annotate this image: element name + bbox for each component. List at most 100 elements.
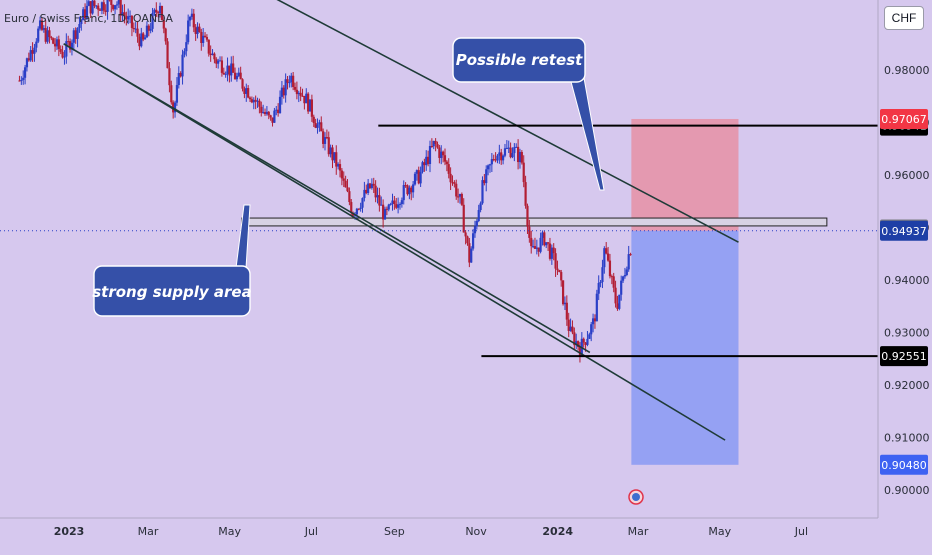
candle-body: [616, 303, 618, 308]
candle-body: [410, 188, 412, 193]
time-tick-label: Mar: [628, 525, 649, 538]
candle-body: [273, 111, 275, 123]
candle-body: [223, 73, 225, 74]
candle-body: [626, 269, 628, 275]
candle-body: [489, 164, 491, 165]
candle-body: [75, 30, 77, 39]
candle-body: [315, 123, 317, 128]
candle-body: [286, 79, 288, 83]
candle-body: [465, 232, 467, 236]
time-tick-label: Mar: [138, 525, 159, 538]
price-tick-label: 0.91000: [884, 432, 930, 445]
candle-body: [596, 294, 598, 322]
candle-body: [506, 148, 508, 149]
candle-body: [343, 178, 345, 180]
price-tick-label: 0.90000: [884, 484, 930, 497]
candle-body: [421, 162, 423, 172]
candle-body: [530, 238, 532, 246]
candle-body: [193, 14, 195, 28]
candle-body: [95, 6, 97, 7]
candle-body: [367, 183, 369, 192]
candle-body: [279, 97, 281, 113]
candle-body: [221, 60, 223, 72]
candle-body: [271, 117, 273, 122]
time-tick-label: 2024: [542, 525, 573, 538]
candle-body: [238, 73, 240, 76]
price-label[interactable]: 0.97067: [880, 109, 928, 129]
candle-body: [330, 147, 332, 154]
candle-body: [425, 157, 427, 165]
candle-body: [168, 68, 170, 85]
price-label[interactable]: 0.90480: [880, 455, 928, 475]
candle-body: [88, 1, 90, 6]
candle-body: [322, 131, 324, 144]
candle-body: [35, 42, 37, 48]
candle-body: [303, 96, 305, 103]
candle-body: [365, 190, 367, 193]
candle-body: [97, 6, 99, 10]
candle-body: [541, 232, 543, 237]
symbol-title: Euro / Swiss Franc, 1D, OANDA: [4, 12, 173, 25]
candle: [562, 280, 564, 305]
candle: [558, 270, 560, 272]
candle-body: [369, 183, 371, 188]
candle-body: [176, 85, 178, 103]
candle-body: [318, 122, 320, 124]
candle-body: [281, 88, 283, 97]
candle-body: [508, 148, 510, 149]
candle-body: [470, 249, 472, 263]
candle-body: [133, 28, 135, 29]
candle-body: [390, 204, 392, 205]
price-label-text: 0.90480: [881, 459, 927, 472]
candle-body: [196, 27, 198, 34]
candle-body: [461, 194, 463, 205]
candle-body: [60, 49, 62, 52]
candle-body: [285, 79, 287, 95]
price-label[interactable]: 0.92551: [880, 346, 928, 366]
candle-body: [200, 32, 202, 43]
candle-body: [427, 157, 429, 164]
candle-body: [326, 137, 328, 138]
candle-body: [275, 110, 277, 111]
candle-body: [440, 152, 442, 158]
candle-body: [388, 205, 390, 210]
candle-body: [328, 137, 330, 154]
candle-body: [498, 152, 500, 155]
take-profit-zone[interactable]: [631, 231, 738, 465]
candle-body: [52, 38, 54, 43]
candle-body: [255, 100, 257, 102]
supply-zone-box[interactable]: [242, 218, 827, 226]
candle-body: [170, 85, 172, 102]
candle-body: [28, 58, 30, 60]
callout-supply-text: strong supply area: [92, 283, 251, 301]
candle-body: [584, 343, 586, 345]
candle-body: [622, 276, 624, 280]
candle-body: [148, 26, 150, 31]
candle: [52, 38, 54, 45]
price-label[interactable]: 0.94937: [880, 221, 928, 241]
price-label-text: 0.92551: [881, 350, 927, 363]
candle-body: [363, 190, 365, 198]
candle-body: [243, 89, 245, 94]
candle: [421, 161, 423, 174]
candle-body: [451, 182, 453, 183]
candle-body: [138, 37, 140, 47]
candle: [406, 184, 408, 195]
candle-body: [294, 87, 296, 90]
candle: [543, 231, 545, 247]
candle-body: [320, 122, 322, 131]
candle-body: [241, 79, 243, 88]
currency-button[interactable]: CHF: [884, 6, 924, 30]
candle-body: [609, 261, 611, 277]
candle-body: [420, 172, 422, 183]
candle-body: [247, 88, 249, 98]
time-tick-label: Jul: [304, 525, 318, 538]
candle-body: [46, 30, 48, 41]
candle-body: [292, 76, 294, 87]
time-tick-label: May: [708, 525, 731, 538]
candle-body: [496, 156, 498, 161]
price-tick-label: 0.92000: [884, 379, 930, 392]
candle-body: [335, 152, 337, 166]
candle-body: [408, 188, 410, 195]
